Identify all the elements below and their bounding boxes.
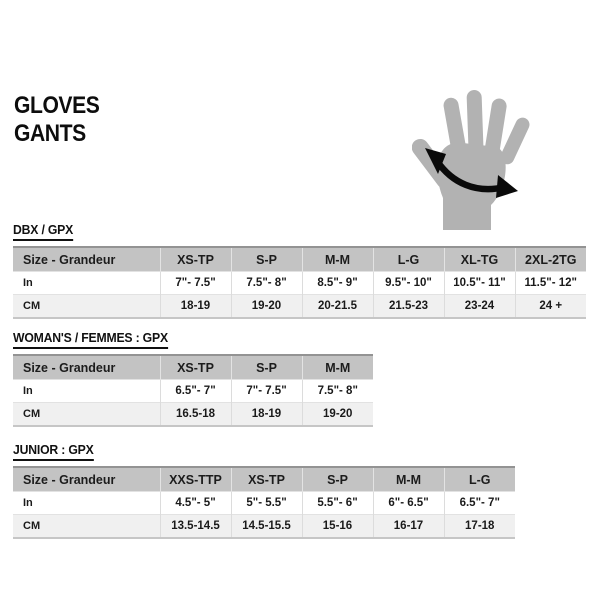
table-row: In 4.5"- 5" 5"- 5.5" 5.5"- 6" 6"- 6.5" 6.5"- … bbox=[13, 491, 515, 515]
section-womans-gpx: WOMAN'S / FEMMES : GPX Size - Grandeur XS… bbox=[13, 329, 373, 427]
table-header-row: Size - Grandeur XXS-TTP XS-TP S-P M-M L-G bbox=[13, 466, 515, 492]
table-cell: 18-19 bbox=[230, 402, 302, 426]
table-cell: 13.5-14.5 bbox=[159, 514, 231, 538]
hand-measure-illustration bbox=[411, 84, 570, 230]
table-cell: 4.5"- 5" bbox=[159, 491, 231, 515]
size-table-junior-gpx: Size - Grandeur XXS-TTP XS-TP S-P M-M L-G In 4.… bbox=[13, 466, 515, 539]
page-title-line-en: GLOVES bbox=[14, 92, 100, 119]
section-label: WOMAN'S / FEMMES : GPX bbox=[13, 330, 168, 349]
section-dbx-gpx: DBX / GPX Size - Grandeur XS-TP S-P M-M L-G X… bbox=[13, 221, 586, 319]
table-row: CM 18-19 19-20 20-21.5 21.5-23 23-24 24 + bbox=[13, 294, 586, 318]
hand-icon bbox=[411, 90, 530, 230]
table-cell: 17-18 bbox=[443, 514, 515, 538]
column-header: M-M bbox=[301, 246, 373, 272]
table-cell: 7.5"- 8" bbox=[301, 379, 373, 403]
size-header-cell: Size - Grandeur bbox=[13, 246, 160, 272]
table-header-row: Size - Grandeur XS-TP S-P M-M L-G XL-TG 2XL-2T… bbox=[13, 246, 586, 272]
table-cell: 16.5-18 bbox=[159, 402, 231, 426]
table-cell: 8.5"- 9" bbox=[301, 271, 373, 295]
table-cell: 5"- 5.5" bbox=[230, 491, 302, 515]
size-header-cell: Size - Grandeur bbox=[13, 466, 160, 492]
column-header: M-M bbox=[372, 466, 444, 492]
column-header: L-G bbox=[443, 466, 515, 492]
table-cell: 5.5"- 6" bbox=[301, 491, 373, 515]
table-row: In 6.5"- 7" 7"- 7.5" 7.5"- 8" bbox=[13, 379, 373, 403]
table-cell: 19-20 bbox=[230, 294, 302, 318]
table-row: In 7"- 7.5" 7.5"- 8" 8.5"- 9" 9.5"- 10" 10.5"… bbox=[13, 271, 586, 295]
column-header: XS-TP bbox=[159, 246, 231, 272]
table-cell: 6.5"- 7" bbox=[443, 491, 515, 515]
table-cell: 6"- 6.5" bbox=[372, 491, 444, 515]
column-header: S-P bbox=[301, 466, 373, 492]
column-header: 2XL-2TG bbox=[514, 246, 586, 272]
table-cell: 10.5"- 11" bbox=[443, 271, 515, 295]
table-row: CM 13.5-14.5 14.5-15.5 15-16 16-17 17-18 bbox=[13, 514, 515, 538]
column-header: XL-TG bbox=[443, 246, 515, 272]
table-cell: 7"- 7.5" bbox=[159, 271, 231, 295]
table-cell: 20-21.5 bbox=[301, 294, 373, 318]
table-cell: 18-19 bbox=[159, 294, 231, 318]
section-label: DBX / GPX bbox=[13, 222, 73, 241]
size-header-cell: Size - Grandeur bbox=[13, 354, 160, 380]
column-header: XS-TP bbox=[230, 466, 302, 492]
column-header: L-G bbox=[372, 246, 444, 272]
table-header-row: Size - Grandeur XS-TP S-P M-M bbox=[13, 354, 373, 380]
row-label: CM bbox=[13, 294, 160, 318]
table-cell: 19-20 bbox=[301, 402, 373, 426]
table-cell: 7.5"- 8" bbox=[230, 271, 302, 295]
table-cell: 15-16 bbox=[301, 514, 373, 538]
column-header: S-P bbox=[230, 354, 302, 380]
column-header: XS-TP bbox=[159, 354, 231, 380]
page-title-line-fr: GANTS bbox=[14, 120, 86, 147]
column-header: XXS-TTP bbox=[159, 466, 231, 492]
table-cell: 7"- 7.5" bbox=[230, 379, 302, 403]
table-cell: 14.5-15.5 bbox=[230, 514, 302, 538]
table-cell: 24 + bbox=[514, 294, 586, 318]
table-cell: 23-24 bbox=[443, 294, 515, 318]
column-header: M-M bbox=[301, 354, 373, 380]
section-label: JUNIOR : GPX bbox=[13, 442, 94, 461]
table-cell: 9.5"- 10" bbox=[372, 271, 444, 295]
row-label: In bbox=[13, 271, 160, 295]
row-label: CM bbox=[13, 402, 160, 426]
table-row: CM 16.5-18 18-19 19-20 bbox=[13, 402, 373, 426]
size-table-womans-gpx: Size - Grandeur XS-TP S-P M-M In 6.5"- 7" 7"- … bbox=[13, 354, 373, 427]
page-title: GLOVES GANTS bbox=[14, 92, 100, 148]
measure-arrow-icon bbox=[425, 148, 518, 198]
row-label: CM bbox=[13, 514, 160, 538]
column-header: S-P bbox=[230, 246, 302, 272]
table-cell: 6.5"- 7" bbox=[159, 379, 231, 403]
size-table-dbx-gpx: Size - Grandeur XS-TP S-P M-M L-G XL-TG 2XL-2T… bbox=[13, 246, 586, 319]
table-cell: 16-17 bbox=[372, 514, 444, 538]
row-label: In bbox=[13, 379, 160, 403]
table-cell: 11.5"- 12" bbox=[514, 271, 586, 295]
row-label: In bbox=[13, 491, 160, 515]
section-junior-gpx: JUNIOR : GPX Size - Grandeur XXS-TTP XS-TP… bbox=[13, 441, 515, 539]
table-cell: 21.5-23 bbox=[372, 294, 444, 318]
